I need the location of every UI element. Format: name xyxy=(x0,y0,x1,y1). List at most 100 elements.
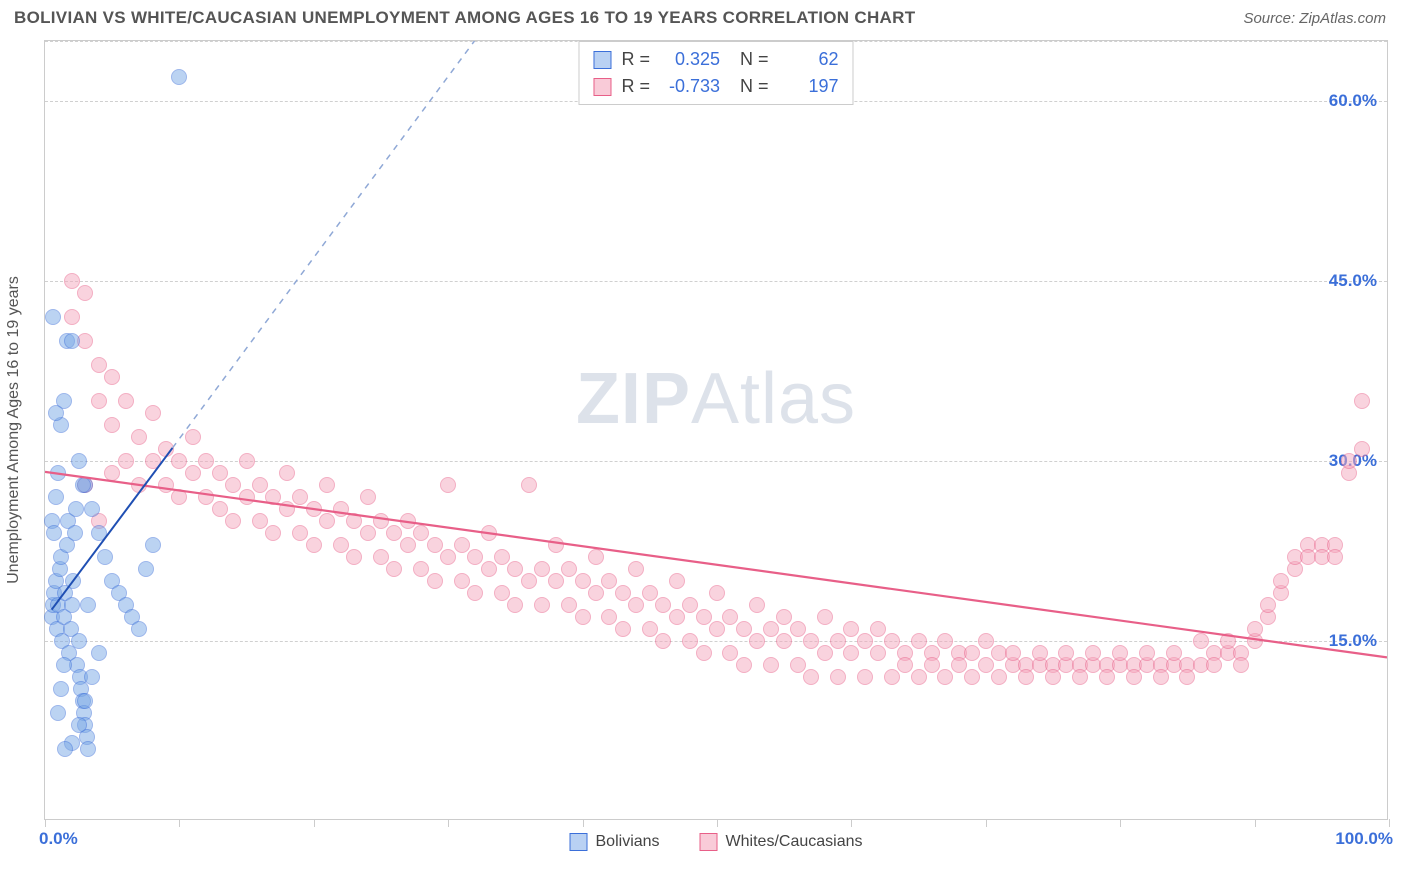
data-point xyxy=(97,549,113,565)
data-point xyxy=(239,453,255,469)
data-point xyxy=(386,525,402,541)
data-point xyxy=(1220,633,1236,649)
data-point xyxy=(48,405,64,421)
data-point xyxy=(292,525,308,541)
data-point xyxy=(561,597,577,613)
data-point xyxy=(50,705,66,721)
data-point xyxy=(145,453,161,469)
data-point xyxy=(1032,645,1048,661)
data-point xyxy=(642,621,658,637)
data-point xyxy=(494,549,510,565)
data-point xyxy=(763,657,779,673)
data-point xyxy=(736,621,752,637)
data-point xyxy=(696,609,712,625)
data-point xyxy=(817,609,833,625)
data-point xyxy=(400,537,416,553)
data-point xyxy=(57,741,73,757)
data-point xyxy=(56,657,72,673)
data-point xyxy=(575,573,591,589)
data-point xyxy=(131,621,147,637)
correlation-stats-box: R = 0.325 N = 62 R = -0.733 N = 197 xyxy=(578,41,853,105)
data-point xyxy=(185,465,201,481)
swatch-bolivians xyxy=(593,51,611,69)
data-point xyxy=(440,549,456,565)
data-point xyxy=(736,657,752,673)
data-point xyxy=(104,369,120,385)
data-point xyxy=(413,561,429,577)
data-point xyxy=(1072,669,1088,685)
data-point xyxy=(615,621,631,637)
data-point xyxy=(655,633,671,649)
data-point xyxy=(575,609,591,625)
data-point xyxy=(1354,441,1370,457)
data-point xyxy=(171,489,187,505)
data-point xyxy=(64,333,80,349)
data-point xyxy=(279,465,295,481)
data-point xyxy=(64,273,80,289)
data-point xyxy=(65,573,81,589)
data-point xyxy=(131,477,147,493)
data-point xyxy=(252,477,268,493)
chart-source: Source: ZipAtlas.com xyxy=(1243,10,1386,27)
data-point xyxy=(601,609,617,625)
data-point xyxy=(158,477,174,493)
y-tick-label: 60.0% xyxy=(1329,91,1377,111)
data-point xyxy=(91,357,107,373)
data-point xyxy=(790,657,806,673)
data-point xyxy=(80,741,96,757)
data-point xyxy=(964,645,980,661)
data-point xyxy=(77,693,93,709)
x-tick xyxy=(448,819,449,827)
data-point xyxy=(843,621,859,637)
data-point xyxy=(104,465,120,481)
data-point xyxy=(628,561,644,577)
data-point xyxy=(306,501,322,517)
data-point xyxy=(951,657,967,673)
data-point xyxy=(1341,453,1357,469)
data-point xyxy=(1139,645,1155,661)
data-point xyxy=(467,585,483,601)
data-point xyxy=(709,621,725,637)
chart-plot-area: 15.0%30.0%45.0%60.0% ZIPAtlas R = 0.325 … xyxy=(44,40,1388,820)
data-point xyxy=(64,309,80,325)
data-point xyxy=(48,489,64,505)
data-point xyxy=(118,453,134,469)
data-point xyxy=(884,633,900,649)
data-point xyxy=(507,597,523,613)
data-point xyxy=(84,669,100,685)
data-point xyxy=(696,645,712,661)
data-point xyxy=(776,609,792,625)
data-point xyxy=(978,657,994,673)
data-point xyxy=(138,561,154,577)
data-point xyxy=(1045,669,1061,685)
data-point xyxy=(319,513,335,529)
data-point xyxy=(507,561,523,577)
data-point xyxy=(118,393,134,409)
x-tick xyxy=(1389,819,1390,827)
stats-row-whites: R = -0.733 N = 197 xyxy=(593,73,838,100)
data-point xyxy=(588,585,604,601)
data-point xyxy=(400,513,416,529)
data-point xyxy=(360,525,376,541)
x-tick xyxy=(45,819,46,827)
data-point xyxy=(1247,621,1263,637)
data-point xyxy=(682,597,698,613)
data-point xyxy=(790,621,806,637)
gridline xyxy=(45,641,1387,642)
data-point xyxy=(440,477,456,493)
data-point xyxy=(91,525,107,541)
data-point xyxy=(1005,645,1021,661)
data-point xyxy=(252,513,268,529)
data-point xyxy=(722,645,738,661)
data-point xyxy=(427,573,443,589)
data-point xyxy=(521,573,537,589)
y-tick-label: 45.0% xyxy=(1329,271,1377,291)
x-tick xyxy=(851,819,852,827)
x-tick xyxy=(179,819,180,827)
data-point xyxy=(1233,657,1249,673)
data-point xyxy=(131,429,147,445)
data-point xyxy=(924,657,940,673)
data-point xyxy=(857,633,873,649)
data-point xyxy=(481,561,497,577)
data-point xyxy=(763,621,779,637)
